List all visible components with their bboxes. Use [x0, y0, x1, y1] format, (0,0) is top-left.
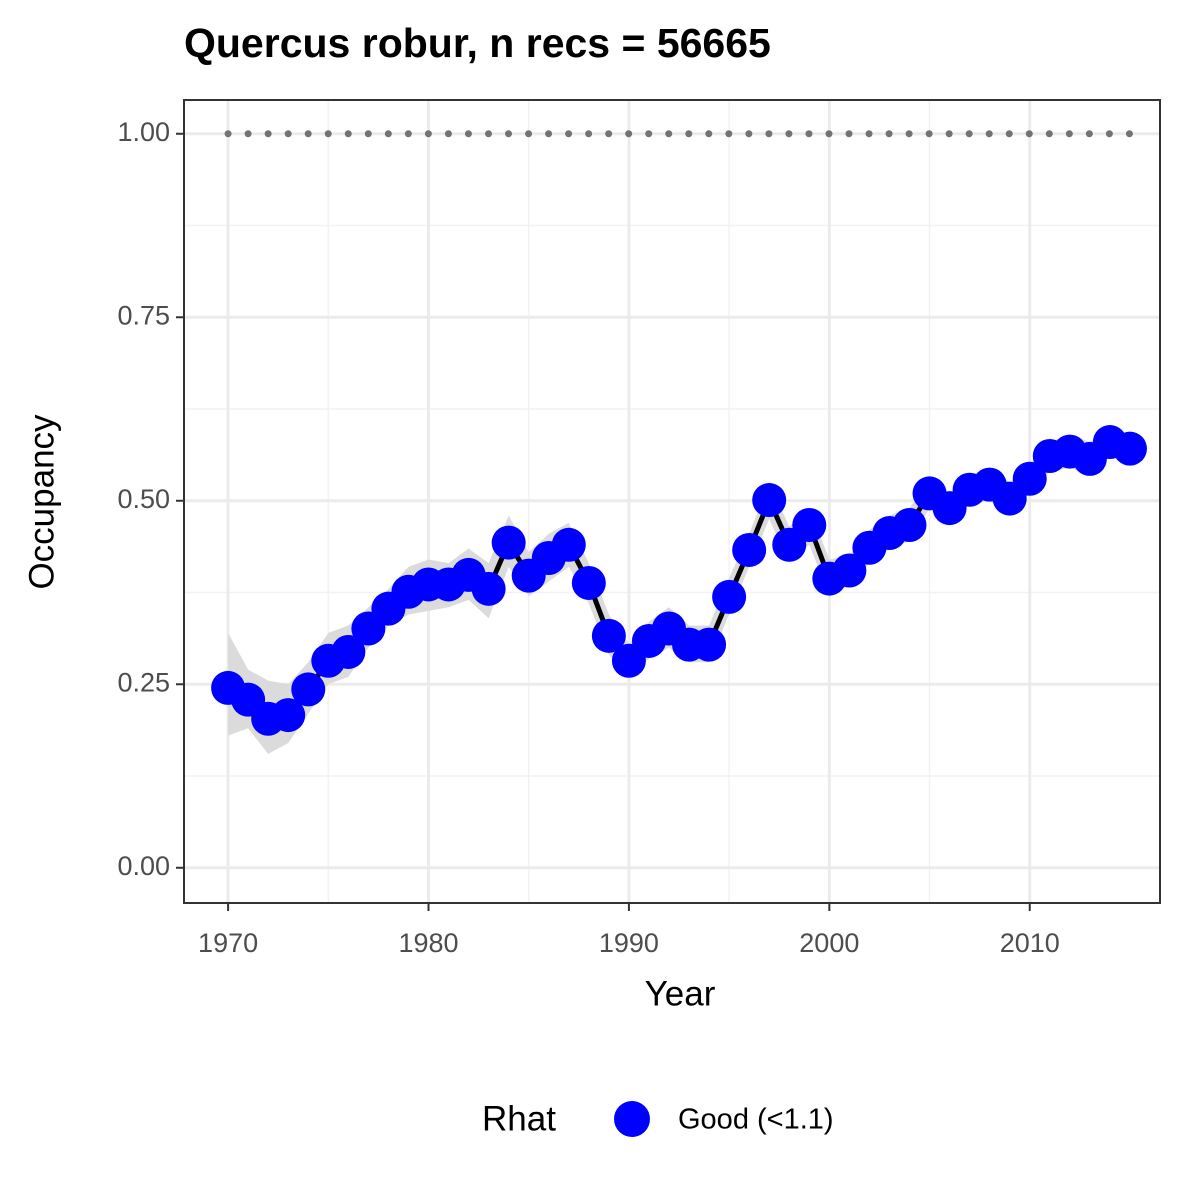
y-tick-label: 1.00	[117, 117, 170, 147]
y-tick-label: 0.75	[117, 300, 170, 330]
point	[471, 571, 506, 606]
x-tick-label: 2000	[799, 928, 859, 958]
y-tick-label: 0.25	[117, 667, 170, 697]
point	[712, 579, 747, 614]
point	[1012, 461, 1047, 496]
point	[732, 532, 767, 567]
x-tick-label: 1970	[198, 928, 258, 958]
point	[832, 553, 867, 588]
point	[892, 507, 927, 542]
y-tick-label: 0.50	[117, 484, 170, 514]
point	[692, 627, 727, 662]
x-tick-label: 1980	[398, 928, 458, 958]
legend-label: Good (<1.1)	[678, 1104, 834, 1136]
x-tick-label: 2010	[1000, 928, 1060, 958]
point	[271, 698, 306, 733]
point	[591, 618, 626, 653]
chart-title: Quercus robur, n recs = 56665	[184, 20, 771, 66]
y-axis-title: Occupancy	[22, 414, 61, 590]
legend-title: Rhat	[482, 1099, 556, 1138]
x-axis-title: Year	[645, 974, 716, 1013]
point	[792, 507, 827, 542]
point	[551, 527, 586, 562]
panel-border	[183, 99, 1161, 904]
y-tick-label: 0.00	[117, 851, 170, 881]
point	[1112, 431, 1147, 466]
point	[331, 634, 366, 669]
legend-key	[614, 1101, 650, 1137]
point	[571, 565, 606, 600]
point	[291, 672, 326, 707]
point	[491, 525, 526, 560]
x-tick-label: 1990	[599, 928, 659, 958]
point	[752, 483, 787, 518]
